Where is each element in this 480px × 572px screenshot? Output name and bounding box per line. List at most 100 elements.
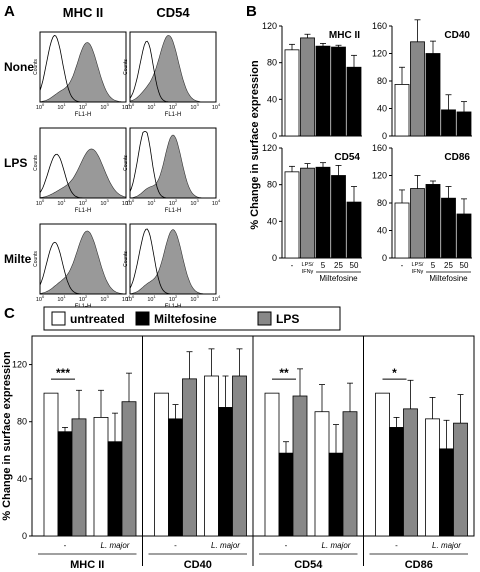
y-tick-label: 40 bbox=[377, 226, 387, 236]
x-axis-label: FL1-H bbox=[165, 208, 182, 214]
bar bbox=[456, 213, 472, 259]
x-tick-label: 104 bbox=[212, 294, 221, 303]
legend-swatch bbox=[51, 311, 66, 326]
subgroup-label: L. major bbox=[211, 541, 240, 550]
x-axis-label: FL1-H bbox=[75, 208, 92, 214]
x-tick-label: 101 bbox=[147, 294, 156, 303]
x-tick-label: - bbox=[291, 261, 294, 270]
histogram-frame bbox=[129, 223, 217, 295]
y-axis-label: Counts bbox=[33, 251, 39, 267]
tick-exponent: 4 bbox=[128, 198, 131, 203]
bar-group-mhc-ii: - L. major MHC II *** bbox=[38, 366, 137, 571]
x-tick-label: 5 bbox=[431, 261, 436, 270]
panel-label-a: A bbox=[4, 3, 15, 20]
stained-histogram bbox=[129, 35, 216, 103]
bar bbox=[182, 378, 197, 537]
histogram-frame bbox=[39, 31, 127, 103]
legend-label: LPS bbox=[276, 312, 299, 326]
x-tick-label: 103 bbox=[190, 102, 199, 111]
y-tick-label: 160 bbox=[372, 21, 387, 31]
bar bbox=[394, 202, 410, 259]
x-tick-label: 103 bbox=[190, 198, 199, 207]
dose-group-label: Miltefosine bbox=[319, 274, 358, 283]
subgroup-label: L. major bbox=[432, 541, 461, 550]
tick-exponent: 3 bbox=[106, 102, 109, 107]
legend-label: Miltefosine bbox=[154, 312, 217, 326]
bar bbox=[292, 395, 308, 537]
group-label: CD40 bbox=[184, 559, 212, 571]
x-tick-label: 50 bbox=[460, 261, 469, 270]
x-tick-label: 101 bbox=[147, 102, 156, 111]
y-tick-label: 120 bbox=[372, 49, 387, 59]
bar bbox=[425, 418, 440, 537]
x-tick-label: 103 bbox=[100, 198, 109, 207]
y-tick-label: 120 bbox=[12, 360, 27, 370]
x-tick-label: - bbox=[401, 261, 404, 270]
bar bbox=[346, 201, 362, 259]
x-tick-label: LPS/ bbox=[412, 262, 424, 268]
histogram-frame bbox=[129, 31, 217, 103]
bar bbox=[375, 392, 390, 537]
bar bbox=[389, 427, 404, 537]
bar bbox=[410, 188, 425, 259]
bar bbox=[403, 408, 418, 537]
x-tick-label: 102 bbox=[79, 294, 88, 303]
bar bbox=[43, 392, 59, 537]
x-tick-label: 5 bbox=[321, 261, 326, 270]
chart-title: CD54 bbox=[334, 152, 360, 163]
y-tick-label: 80 bbox=[267, 180, 277, 190]
y-tick-label: 80 bbox=[377, 76, 387, 86]
x-tick-label: 104 bbox=[122, 102, 131, 111]
y-tick-label: 40 bbox=[267, 216, 277, 226]
bar bbox=[328, 452, 344, 537]
y-axis-label: Counts bbox=[33, 155, 39, 171]
x-tick-label: 100 bbox=[126, 294, 135, 303]
y-axis-label: Counts bbox=[123, 59, 129, 75]
row-label-0: None bbox=[4, 60, 34, 74]
chart-title: MHC II bbox=[329, 30, 360, 41]
y-tick-label: 0 bbox=[272, 253, 277, 263]
tick-exponent: 1 bbox=[63, 294, 66, 299]
subgroup-label: L. major bbox=[101, 541, 130, 550]
tick-exponent: 4 bbox=[128, 294, 131, 299]
bar bbox=[284, 171, 300, 259]
tick-exponent: 1 bbox=[153, 102, 156, 107]
bar bbox=[453, 422, 468, 537]
y-axis-label: Counts bbox=[123, 155, 129, 171]
tick-exponent: 2 bbox=[175, 198, 178, 203]
tick-exponent: 3 bbox=[196, 198, 199, 203]
tick-exponent: 3 bbox=[106, 198, 109, 203]
panel-a-flow-histograms: MHC II CD54NoneLPSMilteCounts100101102103… bbox=[4, 5, 221, 310]
bar bbox=[410, 41, 425, 137]
x-tick-label: 100 bbox=[126, 102, 135, 111]
y-axis-label: Counts bbox=[123, 251, 129, 267]
dose-group-label: Miltefosine bbox=[429, 274, 468, 283]
bar bbox=[57, 431, 73, 537]
y-tick-label: 40 bbox=[377, 104, 387, 114]
tick-exponent: 0 bbox=[42, 294, 45, 299]
tick-exponent: 2 bbox=[85, 198, 88, 203]
group-label: CD86 bbox=[405, 559, 433, 571]
bar-chart-cd54: 0 40 80 120 CD54 - LPS/IFNγ 5 25 50 Miltefosine bbox=[262, 143, 362, 283]
stained-histogram bbox=[39, 42, 127, 103]
legend-swatch bbox=[135, 311, 150, 326]
legend: untreated Miltefosine LPS bbox=[43, 306, 341, 331]
stained-histogram bbox=[39, 230, 127, 295]
tick-exponent: 4 bbox=[218, 198, 221, 203]
bar bbox=[154, 392, 169, 537]
x-tick-label: 104 bbox=[212, 102, 221, 111]
bar bbox=[300, 37, 315, 137]
x-tick-label: IFNγ bbox=[412, 269, 424, 275]
tick-exponent: 4 bbox=[128, 102, 131, 107]
y-tick-label: 0 bbox=[382, 253, 387, 263]
tick-exponent: 1 bbox=[153, 198, 156, 203]
x-tick-label: 25 bbox=[444, 261, 453, 270]
bar-group-cd54: - L. major CD54 ** bbox=[252, 336, 358, 571]
x-tick-label: 102 bbox=[169, 102, 178, 111]
bar bbox=[121, 401, 137, 537]
x-tick-label: 101 bbox=[57, 102, 66, 111]
bar bbox=[314, 411, 330, 537]
